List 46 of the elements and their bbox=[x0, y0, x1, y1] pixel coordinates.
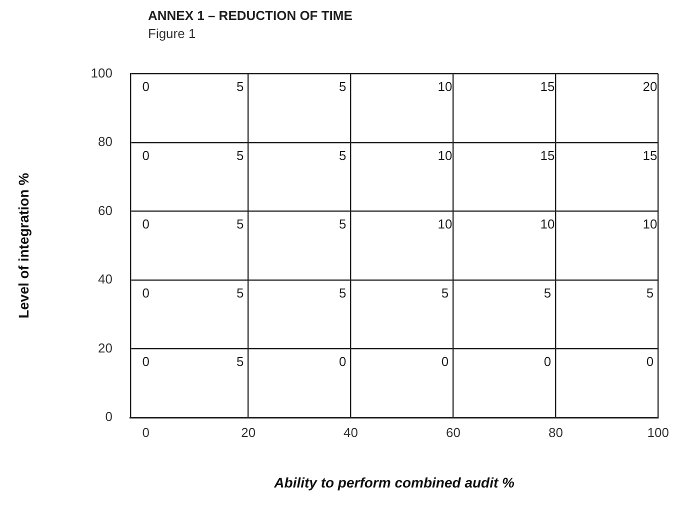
chart-title: ANNEX 1 – REDUCTION OF TIME bbox=[148, 8, 354, 23]
data-label: 0 bbox=[646, 354, 654, 370]
x-tick-label: 20 bbox=[241, 424, 256, 440]
data-label: 0 bbox=[142, 79, 150, 94]
data-label: 0 bbox=[441, 354, 449, 370]
data-label: 10 bbox=[642, 216, 658, 232]
y-tick-label: 40 bbox=[98, 272, 112, 287]
data-label: 10 bbox=[438, 148, 452, 163]
chart-subtitle: Figure 1 bbox=[148, 26, 197, 41]
data-label: 10 bbox=[438, 216, 452, 232]
data-label: 5 bbox=[236, 79, 244, 94]
data-label: 5 bbox=[236, 216, 244, 232]
data-label: 0 bbox=[142, 354, 150, 370]
data-label: 0 bbox=[338, 354, 346, 370]
x-tick-label: 0 bbox=[142, 424, 150, 440]
data-label: 15 bbox=[540, 148, 555, 163]
data-label: 20 bbox=[642, 79, 658, 94]
data-label: 5 bbox=[236, 354, 244, 370]
data-label: 5 bbox=[544, 285, 552, 300]
data-label: 5 bbox=[338, 285, 346, 300]
data-label: 5 bbox=[338, 148, 346, 163]
data-label: 0 bbox=[142, 148, 150, 163]
data-label: 5 bbox=[441, 285, 449, 300]
y-axis-title: Level of integration % bbox=[15, 172, 32, 318]
data-label: 5 bbox=[338, 79, 346, 94]
data-label: 0 bbox=[142, 285, 150, 300]
data-label: 0 bbox=[142, 216, 150, 232]
data-label: 15 bbox=[540, 79, 555, 94]
y-tick-label: 80 bbox=[98, 134, 112, 150]
y-tick-label: 0 bbox=[105, 409, 112, 424]
y-tick-label: 20 bbox=[98, 340, 112, 356]
x-tick-label: 100 bbox=[647, 424, 670, 440]
x-tick-label: 80 bbox=[548, 424, 563, 440]
x-tick-label: 40 bbox=[344, 424, 358, 440]
data-label: 10 bbox=[438, 79, 452, 94]
y-tick-label: 60 bbox=[98, 202, 112, 218]
data-label: 5 bbox=[338, 216, 346, 232]
data-label: 10 bbox=[540, 216, 555, 232]
data-label: 0 bbox=[544, 354, 552, 370]
data-label: 15 bbox=[642, 148, 658, 163]
data-label: 5 bbox=[236, 285, 244, 300]
y-tick-label: 100 bbox=[90, 65, 112, 80]
data-label: 5 bbox=[646, 285, 654, 300]
x-tick-label: 60 bbox=[446, 424, 460, 440]
x-axis-title: Ability to perform combined audit % bbox=[273, 474, 516, 490]
data-label: 5 bbox=[236, 148, 244, 163]
